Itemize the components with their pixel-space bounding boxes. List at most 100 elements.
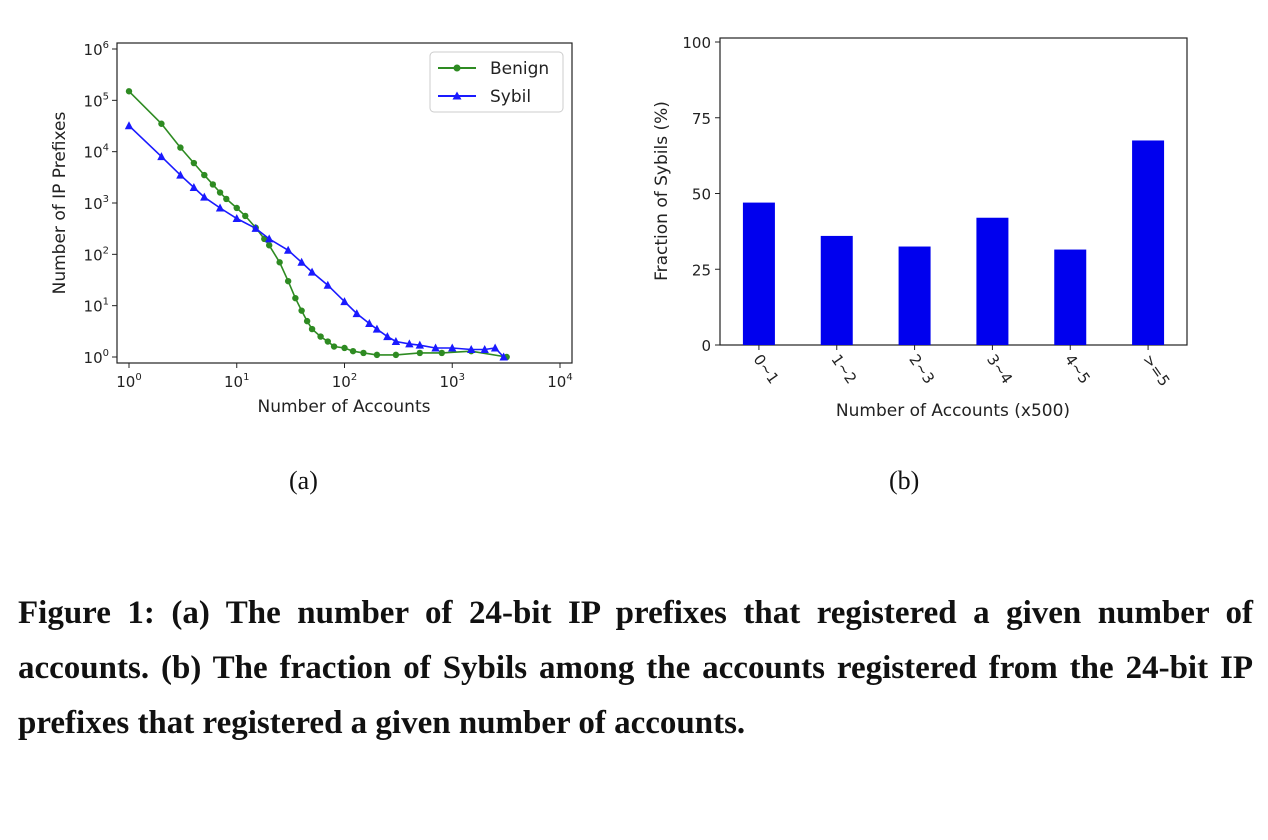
legend-benign-label: Benign (490, 59, 549, 79)
series-benign-point (392, 351, 400, 359)
x-tick-label: 3~4 (983, 351, 1016, 387)
series-sybil-point (391, 337, 401, 346)
y-tick-label: 100 (84, 348, 109, 367)
series-sybil-line (128, 125, 505, 358)
chart-a: 100 101 102 103 104 100 101 102 103 104 105 106 Num… (50, 40, 573, 417)
series-sybil-point (448, 343, 457, 352)
series-benign-point (292, 294, 299, 302)
series-benign-point (317, 333, 324, 340)
series-benign-point (216, 189, 224, 196)
x-tick-label: 104 (547, 372, 572, 391)
chart-a-x-axis-label: Number of Accounts (258, 397, 431, 417)
x-tick-label: 2~3 (905, 351, 938, 387)
series-sybil-point (431, 343, 440, 352)
legend-sybil-label: Sybil (490, 87, 531, 107)
series-benign-point (373, 351, 381, 359)
chart-b: 0 25 50 75 100 0~1 1~2 2~3 3~4 4~5 >=5 Number of A… (652, 34, 1188, 421)
bar (1054, 249, 1087, 345)
chart-a-ticks: 100 101 102 103 104 100 101 102 103 104 105 106 (84, 40, 573, 391)
series-benign-point (265, 242, 273, 249)
series-sybil-point (157, 152, 166, 161)
series-benign-point (341, 344, 348, 352)
x-tick-label: 103 (440, 372, 465, 391)
bar (976, 217, 1009, 345)
series-benign-point (324, 338, 332, 345)
y-tick-label: 102 (84, 245, 109, 264)
bar (1132, 140, 1165, 345)
series-benign-point (177, 144, 184, 151)
y-tick-label: 105 (84, 91, 109, 110)
y-tick-label: 0 (701, 337, 711, 355)
bar (898, 246, 931, 345)
series-benign-point (158, 120, 165, 127)
series-sybil-point (467, 344, 476, 353)
series-sybil-point (264, 234, 274, 243)
series-sybil-point (499, 352, 508, 361)
chart-b-plot-frame (719, 37, 1188, 346)
y-tick-label: 104 (84, 143, 109, 162)
series-benign-point (201, 171, 208, 179)
series-benign-point (330, 343, 338, 350)
series-benign-point (223, 195, 230, 203)
panel-label-a: (a) (289, 466, 318, 495)
y-tick-label: 50 (692, 186, 711, 204)
series-benign-point (190, 159, 198, 167)
series-sybil-point (251, 223, 260, 232)
chart-a-series (124, 88, 510, 361)
chart-a-y-axis-label: Number of IP Prefixes (50, 111, 70, 294)
series-sybil-point (124, 121, 134, 130)
chart-a-legend: Benign Sybil (429, 51, 564, 113)
chart-b-y-axis-label: Fraction of Sybils (%) (652, 101, 672, 281)
x-tick-label: 4~5 (1061, 351, 1094, 387)
figure-caption: Figure 1: (a) The number of 24-bit IP pr… (18, 595, 1253, 741)
series-sybil-point (200, 192, 209, 201)
y-tick-label: 75 (692, 110, 711, 128)
x-tick-label: 1~2 (827, 351, 860, 387)
series-sybil-point (215, 203, 225, 212)
series-sybil-point (340, 297, 349, 306)
series-benign-point (416, 349, 424, 357)
x-tick-label: 0~1 (750, 351, 783, 387)
x-tick-label: >=5 (1139, 351, 1174, 390)
series-sybil-point (297, 257, 306, 266)
series-benign-point (284, 277, 292, 285)
series-benign-point (233, 204, 240, 212)
series-benign-point (209, 181, 217, 188)
series-sybil-point (480, 344, 489, 353)
series-benign-point (308, 325, 316, 333)
series-benign-point (303, 317, 311, 325)
y-tick-label: 106 (84, 40, 109, 59)
series-sybil-point (307, 267, 317, 276)
series-sybil-point (490, 343, 500, 352)
series-sybil-point (405, 339, 414, 348)
y-tick-label: 100 (682, 34, 711, 52)
legend-sybil-marker (452, 91, 462, 100)
y-tick-label: 101 (84, 297, 109, 316)
chart-b-x-axis-label: Number of Accounts (x500) (836, 401, 1070, 421)
series-benign-point (242, 212, 249, 220)
series-sybil-point (372, 324, 382, 333)
series-benign-point (276, 259, 283, 266)
bar (820, 235, 853, 345)
x-tick-label: 100 (116, 372, 141, 391)
y-tick-label: 103 (84, 194, 109, 213)
series-sybil-point (283, 245, 293, 254)
series-benign-point (438, 349, 446, 357)
series-benign-point (360, 349, 367, 357)
chart-b-bars (742, 140, 1165, 345)
bar (742, 202, 775, 345)
series-sybil-point (176, 170, 185, 179)
series-sybil-point (383, 332, 392, 341)
x-tick-label: 101 (224, 372, 249, 391)
series-sybil-point (352, 309, 361, 318)
legend-benign-marker (453, 64, 461, 72)
series-benign-line (128, 90, 507, 358)
series-sybil-point (323, 280, 333, 289)
series-sybil-point (365, 318, 374, 327)
series-benign-point (298, 307, 305, 314)
series-sybil-point (232, 213, 241, 222)
x-tick-label: 102 (332, 372, 357, 391)
series-benign-point (349, 347, 357, 355)
series-benign-point (125, 88, 133, 95)
series-sybil-point (415, 340, 425, 349)
